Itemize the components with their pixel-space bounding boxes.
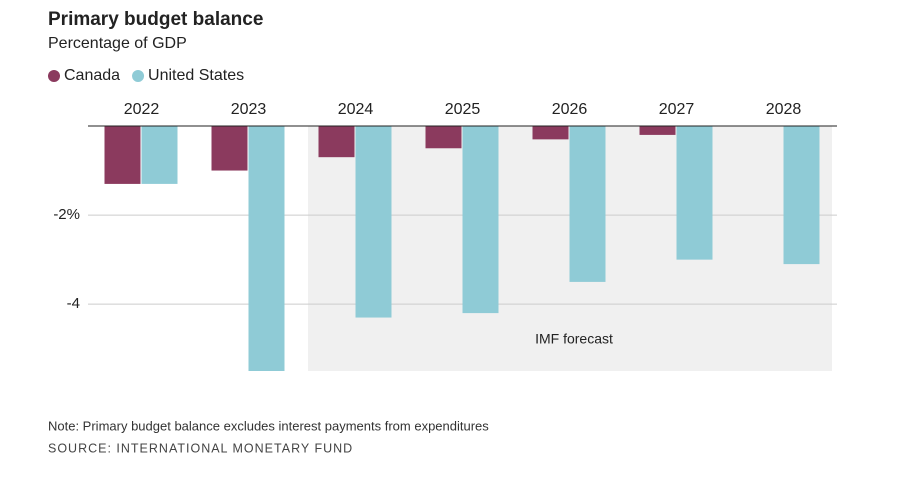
x-tick-label: 2028 (766, 101, 802, 118)
legend-swatch (48, 70, 60, 82)
bar (248, 126, 285, 371)
legend-label: Canada (64, 67, 120, 84)
bar (532, 126, 569, 140)
bar (425, 126, 462, 149)
bar (141, 126, 178, 184)
legend-swatch (132, 70, 145, 82)
bar (462, 126, 499, 314)
x-tick-label: 2023 (231, 101, 267, 118)
y-tick-label: -4 (67, 295, 80, 312)
bar (104, 126, 141, 184)
y-tick-label: -2% (53, 206, 80, 223)
bar (639, 126, 676, 135)
bar (211, 126, 248, 171)
x-tick-label: 2027 (659, 101, 695, 118)
x-tick-label: 2026 (552, 101, 588, 118)
x-tick-label: 2022 (124, 101, 160, 118)
note: Note: Primary budget balance excludes in… (48, 418, 489, 433)
x-tick-label: 2025 (445, 101, 481, 118)
bar (783, 126, 820, 265)
bar (355, 126, 392, 318)
source: SOURCE: INTERNATIONAL MONETARY FUND (48, 441, 353, 455)
x-tick-label: 2024 (338, 101, 374, 118)
legend-label: United States (148, 67, 244, 84)
bar (318, 126, 355, 158)
chart-title: Primary budget balance (48, 9, 263, 30)
chart-subtitle: Percentage of GDP (48, 35, 187, 52)
bar (569, 126, 606, 282)
bar (676, 126, 713, 260)
annotation: IMF forecast (535, 331, 613, 347)
